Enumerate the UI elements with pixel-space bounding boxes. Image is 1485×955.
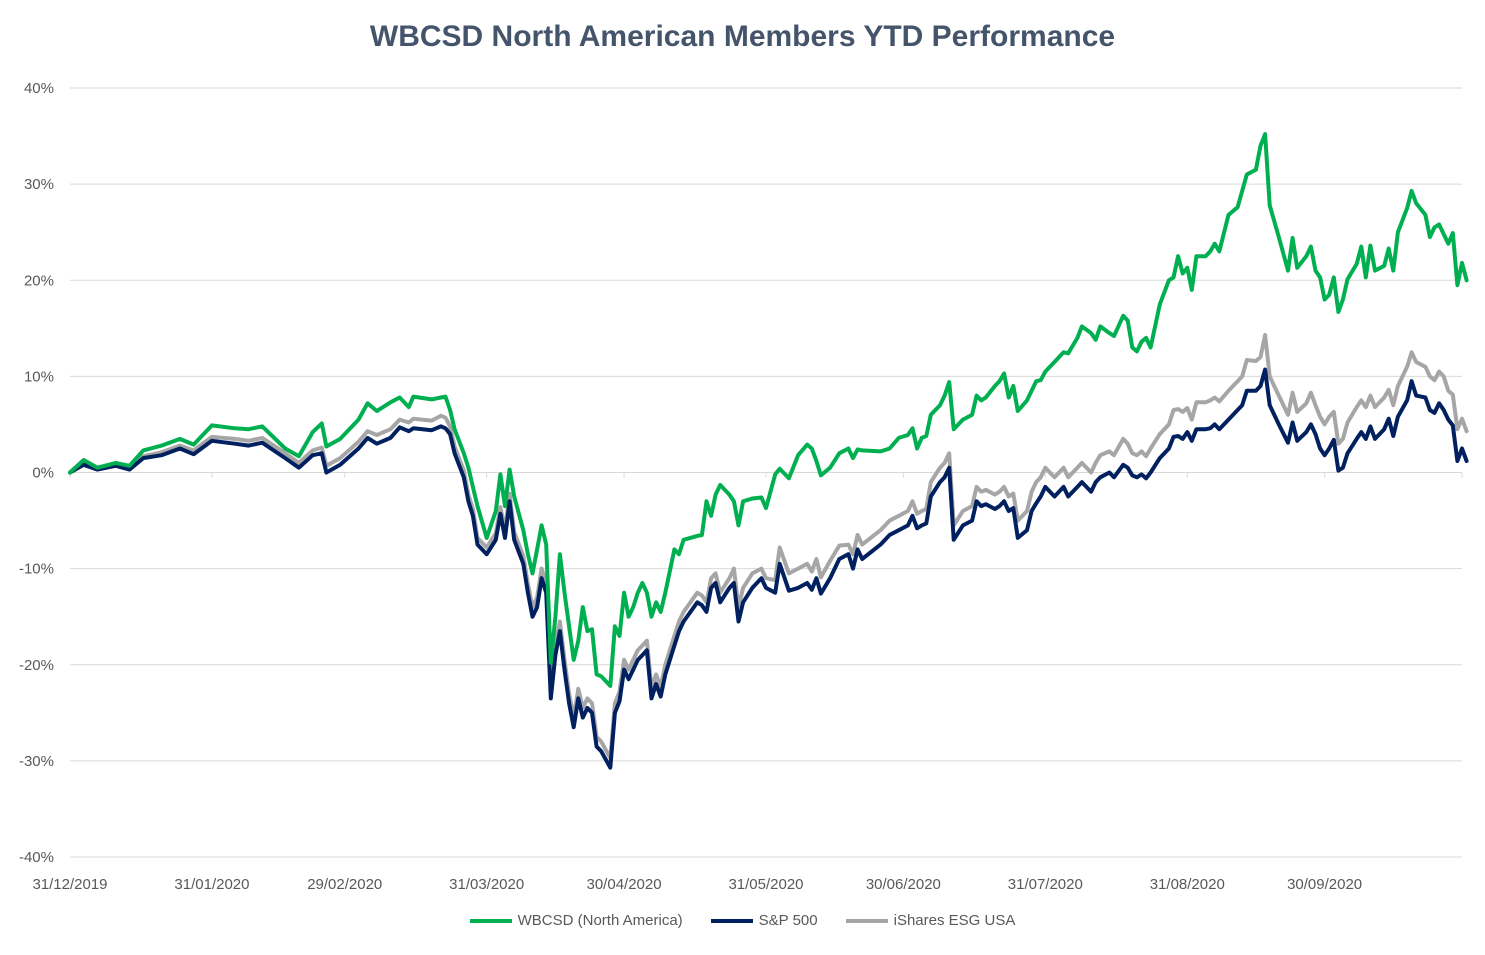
legend-label: WBCSD (North America)	[517, 912, 683, 929]
axes: 40% 30% 20% 10% 0% -10% -20% -30% -40% 31/12/2019…	[19, 80, 1463, 893]
legend-swatch	[469, 918, 512, 923]
y-tick-label: -40%	[19, 849, 54, 866]
x-tick-label: 31/01/2020	[174, 876, 249, 893]
y-tick-label: -30%	[19, 753, 54, 770]
legend-label: iShares ESG USA	[893, 912, 1016, 929]
gridlines	[70, 87, 1462, 858]
y-tick-label: 20%	[24, 272, 54, 289]
x-tick-label: 31/12/2019	[32, 876, 107, 893]
x-tick-label: 30/09/2020	[1287, 876, 1362, 893]
legend-item: iShares ESG USA	[845, 912, 1016, 929]
y-tick-label: 0%	[32, 465, 54, 482]
series-line-wbcsd-north-america	[68, 132, 1469, 688]
legend: WBCSD (North America) S&P 500 iShares ESG …	[0, 912, 1485, 929]
x-tick-label: 29/02/2020	[307, 876, 382, 893]
x-tick-label: 30/04/2020	[587, 876, 662, 893]
legend-item: WBCSD (North America)	[469, 912, 683, 929]
y-tick-label: -10%	[19, 561, 54, 578]
legend-item: S&P 500	[710, 912, 818, 929]
series-line-ishares-esg-usa	[68, 333, 1469, 760]
legend-swatch	[845, 918, 888, 923]
x-tick-label: 31/03/2020	[449, 876, 524, 893]
y-tick-label: 40%	[24, 80, 54, 97]
x-tick-label: 30/06/2020	[866, 876, 941, 893]
y-tick-label: -20%	[19, 657, 54, 674]
x-tick-label: 31/07/2020	[1008, 876, 1083, 893]
x-tick-label: 31/08/2020	[1150, 876, 1225, 893]
y-tick-label: 30%	[24, 176, 54, 193]
chart-title: WBCSD North American Members YTD Perform…	[369, 20, 1116, 53]
y-tick-label: 10%	[24, 368, 54, 385]
series-line-s-p-500	[68, 367, 1469, 770]
series-lines	[68, 132, 1469, 770]
legend-swatch	[710, 918, 753, 923]
legend-label: S&P 500	[758, 912, 818, 929]
x-tick-label: 31/05/2020	[728, 876, 803, 893]
